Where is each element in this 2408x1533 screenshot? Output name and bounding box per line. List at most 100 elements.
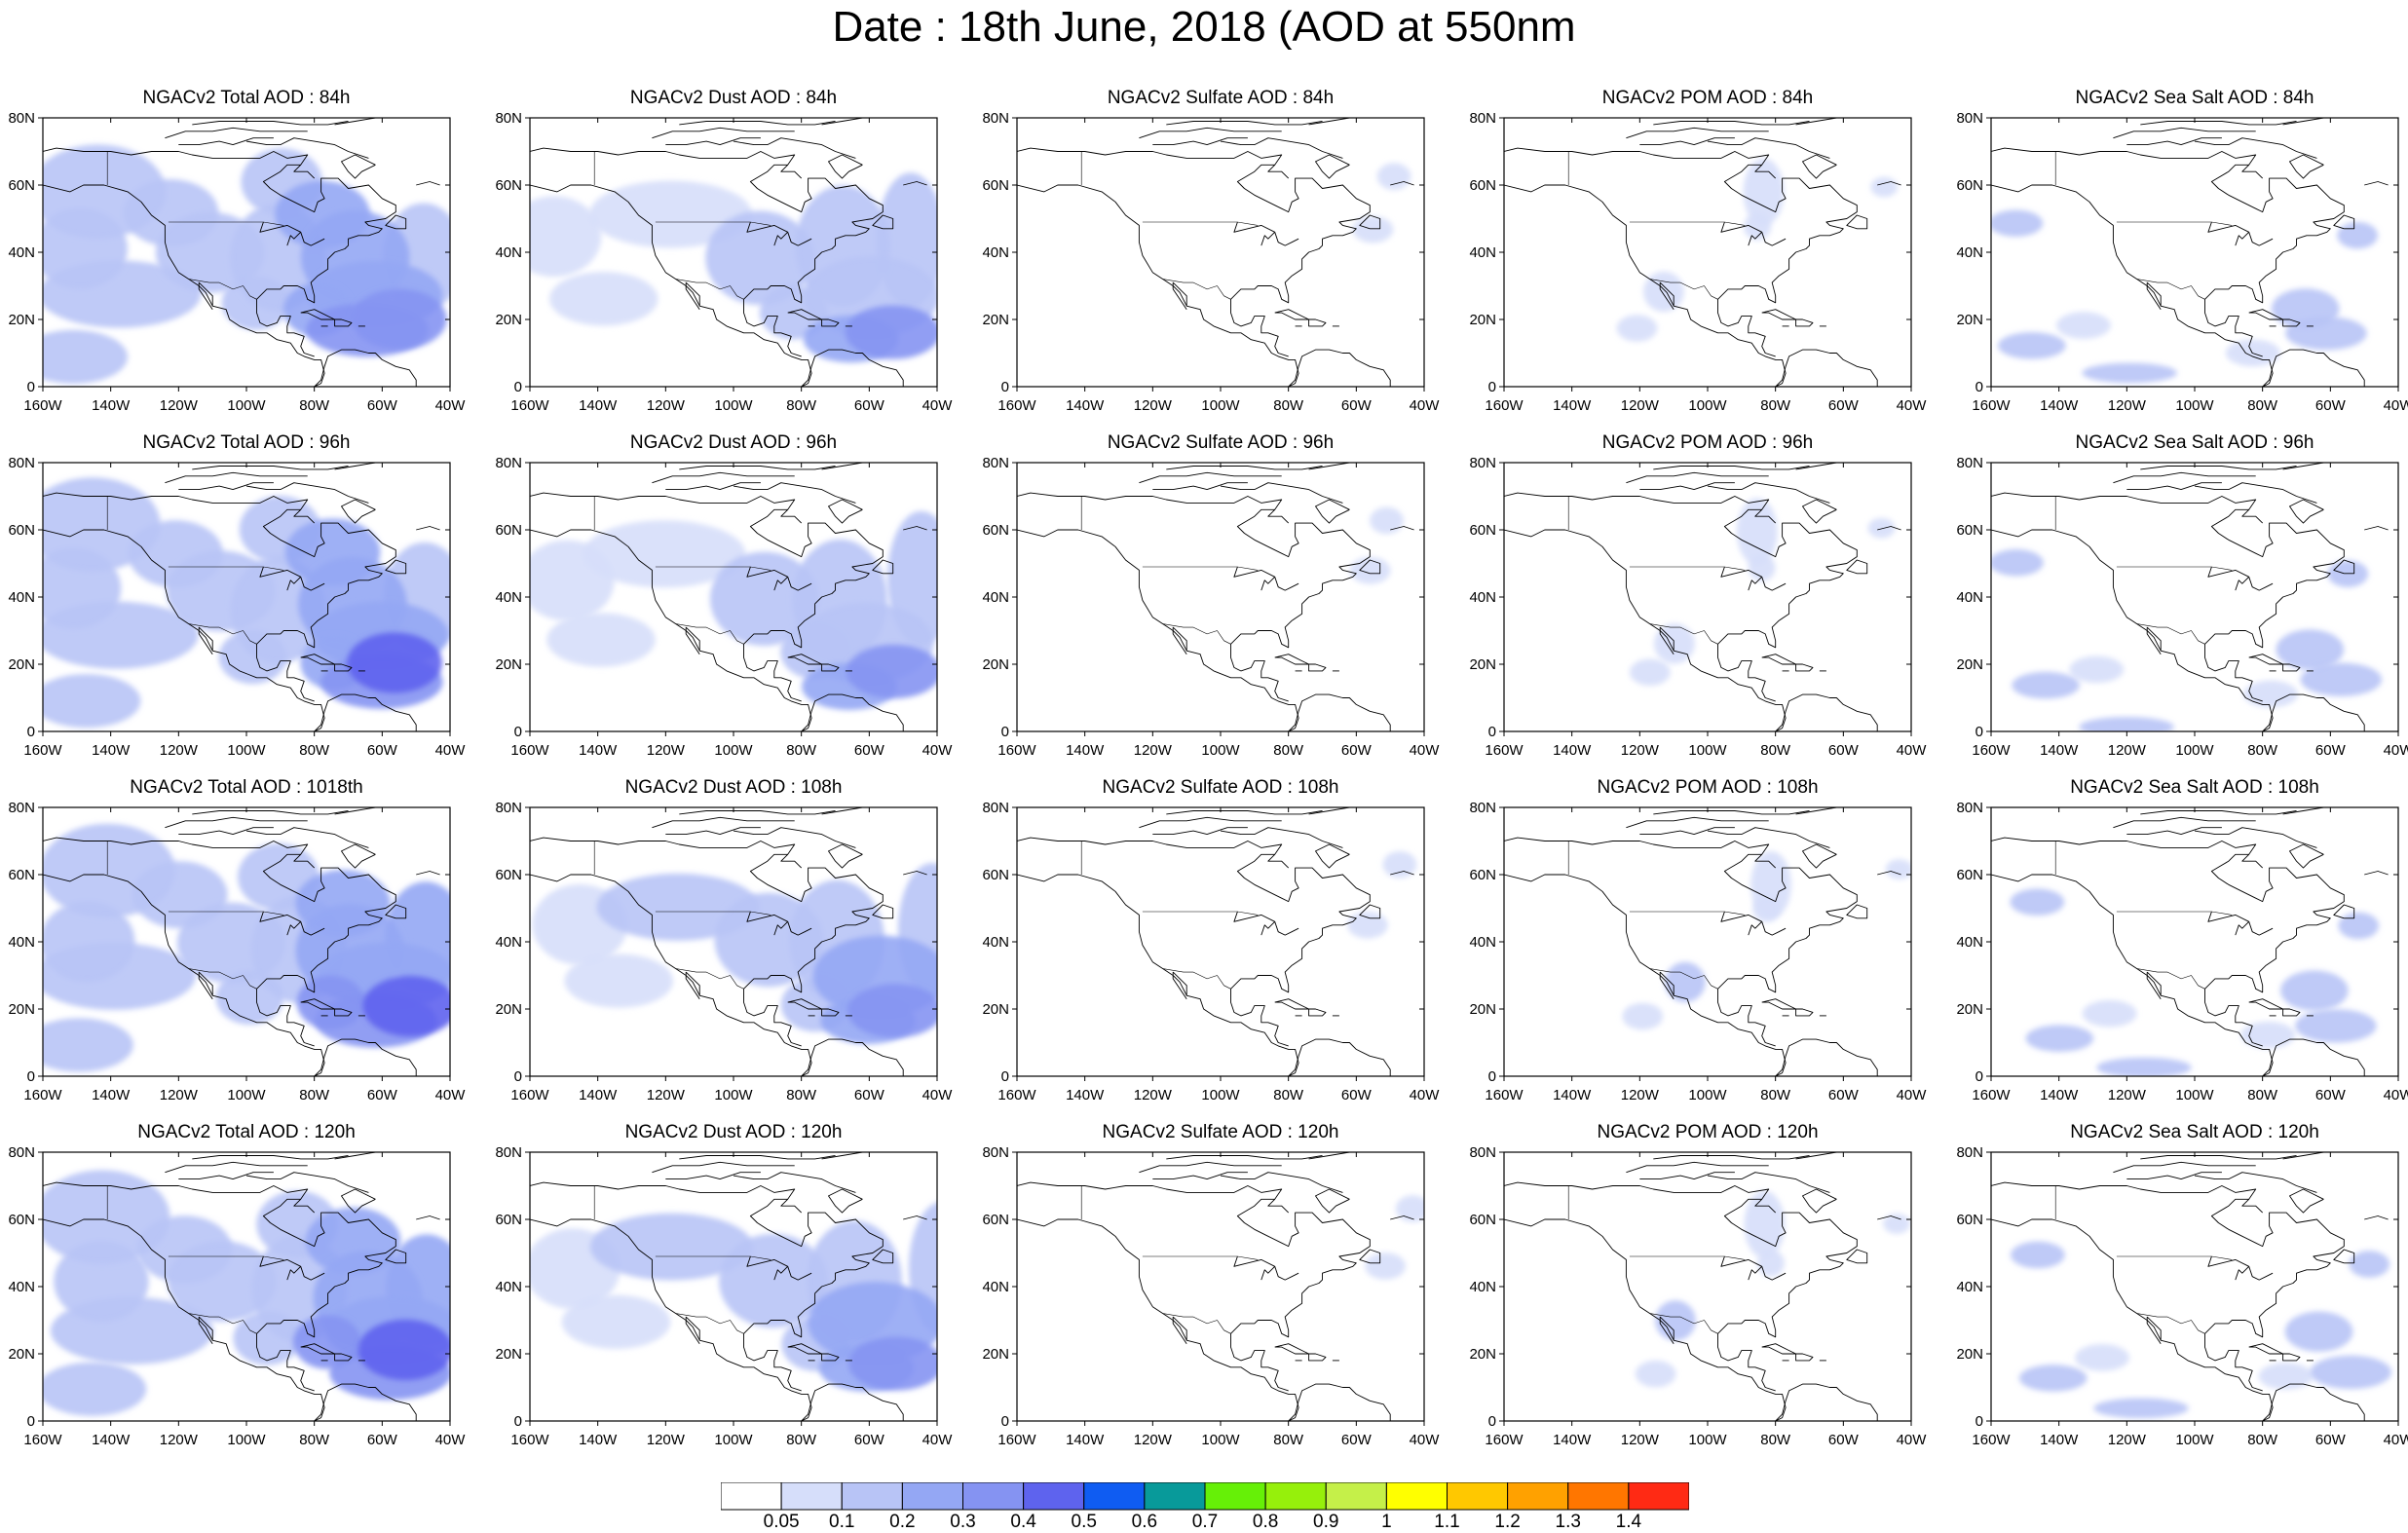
lon-label: 100W	[1201, 742, 1240, 759]
map-svg: 80N 60N 40N 20N 0 160W 140W 120W 100W 80W 60W 40W	[982, 110, 1440, 414]
lon-label: 80W	[1760, 397, 1791, 414]
lat-label: 40N	[8, 244, 35, 261]
lat-label: 20N	[982, 1001, 1009, 1018]
lat-label: 80N	[495, 1144, 522, 1161]
aod-field	[1365, 1195, 1424, 1280]
panel-title: NGACv2 POM AOD : 96h	[1601, 432, 1814, 453]
lat-label: 20N	[1469, 1001, 1496, 1018]
colorbar-label: 0.1	[829, 1512, 855, 1532]
colorbar-label: 1.2	[1494, 1512, 1521, 1532]
aod-blob	[2025, 1025, 2094, 1052]
colorbar-swatch	[1567, 1482, 1630, 1511]
coastlines	[1991, 463, 2389, 731]
aod-field	[43, 1170, 450, 1416]
lon-label: 160W	[997, 1432, 1036, 1448]
lon-label: 140W	[579, 397, 618, 414]
panel-title: NGACv2 Sea Salt AOD : 84h	[2075, 88, 2314, 108]
map-panel-total-2: NGACv2 Total AOD : 96h 80N 60N 40N 20N 0 160W 1…	[0, 432, 466, 759]
lat-label: 0	[1488, 1413, 1496, 1430]
lat-label: 40N	[495, 589, 522, 606]
aod-blob	[1349, 556, 1391, 584]
lon-label: 80W	[786, 1432, 817, 1448]
lat-label: 60N	[495, 177, 522, 194]
aod-blob	[1382, 850, 1417, 879]
panel-title: NGACv2 Dust AOD : 120h	[624, 1122, 843, 1142]
aod-blob	[1885, 859, 1911, 879]
aod-blob	[2337, 221, 2379, 249]
colorbar-swatch	[1507, 1482, 1569, 1511]
map-svg: 80N 60N 40N 20N 0 160W 140W 120W 100W 80W 60W 40W	[1956, 1144, 2408, 1448]
colorbar-label: 1.3	[1555, 1512, 1581, 1532]
lon-label: 80W	[786, 397, 817, 414]
aod-blob	[43, 1170, 170, 1264]
lat-label: 0	[1975, 1413, 1983, 1430]
aod-blob	[2018, 1365, 2088, 1392]
lat-label: 80N	[1469, 800, 1496, 816]
aod-blob	[2082, 999, 2137, 1028]
lat-label: 40N	[1956, 1279, 1983, 1295]
aod-blob	[43, 823, 175, 918]
lon-label: 80W	[1273, 397, 1304, 414]
lon-label: 40W	[1410, 742, 1441, 759]
aod-blob	[1883, 1214, 1910, 1234]
lat-label: 60N	[982, 177, 1009, 194]
map-panel-dust-4: NGACv2 Dust AOD : 120h 80N 60N 40N 20N 0 160W 1…	[487, 1122, 953, 1448]
lon-label: 60W	[1828, 397, 1860, 414]
lon-label: 140W	[1066, 397, 1105, 414]
aod-blob	[2284, 1311, 2353, 1352]
lon-label: 40W	[1897, 1087, 1928, 1103]
coastlines	[1017, 118, 1414, 387]
aod-blob	[1365, 1253, 1407, 1280]
colorbar-label: 0.6	[1131, 1512, 1158, 1532]
lon-label: 80W	[1273, 742, 1304, 759]
aod-blob	[2012, 671, 2080, 699]
lon-label: 140W	[92, 1087, 131, 1103]
map-panel-pom-3: NGACv2 POM AOD : 108h 80N 60N 40N 20N 0 160W 14…	[1461, 777, 1927, 1103]
coastlines	[1504, 1152, 1901, 1421]
aod-blob	[2310, 1355, 2392, 1390]
panel-title: NGACv2 POM AOD : 108h	[1597, 777, 1819, 798]
lon-label: 80W	[1760, 1432, 1791, 1448]
lat-label: 0	[1488, 724, 1496, 740]
lon-label: 80W	[1273, 1087, 1304, 1103]
lat-label: 20N	[495, 1346, 522, 1363]
lat-label: 20N	[495, 656, 522, 673]
lat-label: 60N	[495, 1212, 522, 1228]
colorbar-swatch	[962, 1482, 1025, 1511]
coastlines	[1991, 118, 2389, 387]
aod-blob	[1870, 176, 1899, 198]
lat-label: 60N	[1956, 867, 1983, 883]
coastlines	[43, 463, 440, 731]
coastlines	[43, 807, 440, 1076]
coastlines	[1991, 807, 2389, 1076]
lon-label: 160W	[23, 1087, 62, 1103]
lon-label: 100W	[227, 742, 266, 759]
aod-blob	[561, 1294, 671, 1349]
lon-label: 120W	[1621, 742, 1660, 759]
lon-label: 60W	[1828, 1087, 1860, 1103]
aod-blob	[1395, 1195, 1424, 1222]
lon-label: 40W	[1897, 397, 1928, 414]
lat-label: 60N	[1469, 1212, 1496, 1228]
aod-blob	[1616, 315, 1658, 342]
aod-blob	[1744, 212, 1772, 241]
colorbar-swatch	[841, 1482, 903, 1511]
lon-label: 60W	[1341, 742, 1373, 759]
map-svg: 80N 60N 40N 20N 0 160W 140W 120W 100W 80W 60W 40W	[1469, 1144, 1927, 1448]
lon-label: 80W	[299, 397, 330, 414]
coastlines	[43, 118, 440, 387]
panel-title: NGACv2 Total AOD : 1018th	[130, 777, 363, 798]
lat-label: 0	[27, 379, 35, 395]
lon-label: 160W	[1485, 397, 1524, 414]
lon-label: 60W	[854, 1087, 885, 1103]
map-panel-sulfate-4: NGACv2 Sulfate AOD : 120h 80N 60N 40N 20N 0 16…	[974, 1122, 1440, 1448]
lat-label: 40N	[1956, 589, 1983, 606]
lon-label: 60W	[367, 1087, 398, 1103]
aod-blob	[1376, 163, 1411, 190]
lon-label: 100W	[2175, 397, 2214, 414]
lon-label: 140W	[1553, 397, 1592, 414]
lon-label: 40W	[1897, 1432, 1928, 1448]
lat-label: 60N	[982, 867, 1009, 883]
lat-label: 80N	[8, 800, 35, 816]
aod-field	[43, 823, 450, 1072]
